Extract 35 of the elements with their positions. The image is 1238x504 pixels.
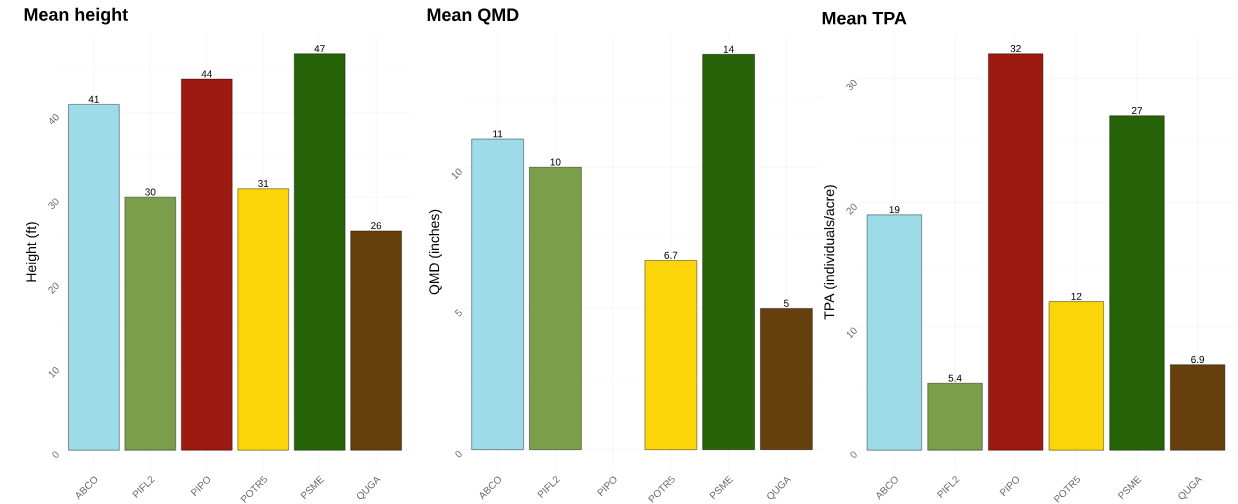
y-tick-label: 0 (455, 450, 462, 458)
data-label: 41 (88, 95, 99, 103)
data-label: 5.4 (948, 374, 962, 382)
y-tick-label: 40 (49, 114, 59, 125)
y-tick-label: 10 (451, 168, 462, 180)
y-tick-label: 0 (850, 451, 857, 458)
y-tick-label: 30 (48, 198, 59, 209)
y-axis-title: QMD (inches) (428, 209, 442, 295)
data-label: 11 (493, 130, 503, 138)
data-label: 12 (1071, 292, 1082, 300)
chart-title: Mean TPA (822, 11, 907, 25)
y-tick-label: 20 (48, 282, 59, 294)
data-label: 26 (371, 222, 382, 230)
y-tick-label: 20 (846, 203, 857, 215)
data-label: 19 (889, 206, 900, 214)
y-tick-label: 0 (52, 451, 59, 458)
data-label: 14 (723, 45, 734, 53)
y-tick-label: 10 (48, 367, 59, 379)
data-label: 31 (258, 179, 269, 188)
data-label: 10 (550, 158, 561, 166)
data-label: 44 (201, 70, 213, 78)
data-label: 27 (1131, 107, 1143, 115)
y-tick-label: 30 (846, 79, 857, 91)
chart-title: Mean QMD (427, 8, 519, 25)
y-axis-title: Height (ft) (25, 222, 39, 282)
data-label: 32 (1010, 45, 1021, 53)
y-tick-label: 5 (454, 309, 462, 317)
data-label: 6.7 (664, 251, 678, 259)
chart-title: Mean height (24, 7, 128, 25)
y-tick-label: 10 (846, 327, 857, 339)
data-label: 30 (145, 188, 156, 196)
data-label: 6.9 (1191, 355, 1205, 364)
data-label: 5 (784, 299, 789, 307)
y-axis-title: TPA (individuals/acre) (823, 185, 837, 320)
data-label: 47 (314, 45, 325, 53)
